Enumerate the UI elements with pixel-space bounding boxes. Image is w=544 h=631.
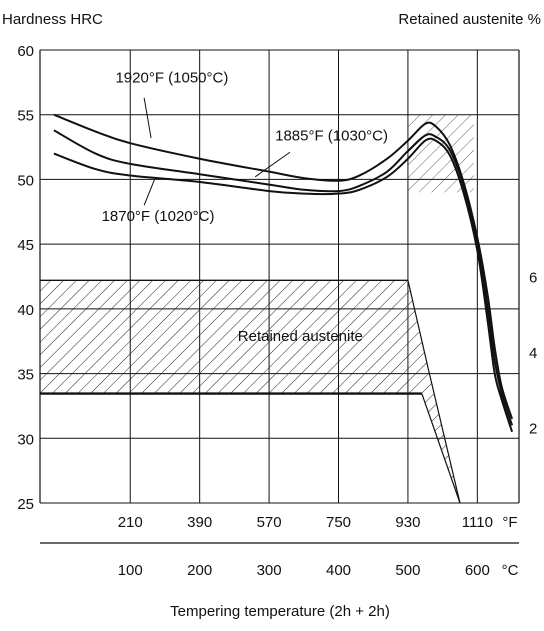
- c-unit-label: °C: [502, 562, 519, 579]
- x-tick-label-f: 390: [187, 514, 212, 531]
- left-axis-title: Hardness HRC: [2, 11, 103, 28]
- annotation-label: 1920°F (1050°C): [115, 69, 228, 86]
- x-tick-label-c: 600: [465, 562, 490, 579]
- x-tick-label-f: 1110: [462, 514, 493, 531]
- y-tick-label: 35: [17, 367, 34, 384]
- y-tick-label: 60: [17, 43, 34, 60]
- x-tick-labels-fahrenheit: 210 390 570 750 930 1110: [118, 514, 493, 531]
- x-tick-label-c: 400: [326, 562, 351, 579]
- retained-austenite-band: [40, 280, 460, 503]
- x-tick-label-c: 100: [118, 562, 143, 579]
- annotation-leader: [254, 151, 291, 178]
- x-tick-label-f: 210: [118, 514, 143, 531]
- annotation-label: 1885°F (1030°C): [275, 128, 388, 145]
- y-tick-label: 25: [17, 496, 34, 513]
- right-tick-label: 6: [529, 270, 537, 287]
- y-tick-label: 55: [17, 108, 34, 125]
- y-tick-label: 45: [17, 237, 34, 254]
- x-axis-title: Tempering temperature (2h + 2h): [170, 603, 390, 620]
- x-tick-labels-celsius: 100 200 300 400 500 600: [118, 562, 490, 579]
- right-axis-title: Retained austenite %: [398, 11, 541, 28]
- annotation-leader: [143, 97, 152, 139]
- series-line-2: [53, 137, 514, 433]
- band-lower-curve: [421, 393, 461, 504]
- annotation-label: Retained austenite: [238, 328, 363, 345]
- series-line-1: [53, 129, 514, 426]
- x-tick-label-c: 300: [257, 562, 282, 579]
- y-tick-label: 40: [17, 302, 34, 319]
- x-tick-label-f: 930: [395, 514, 420, 531]
- y-tick-label: 50: [17, 172, 34, 189]
- x-tick-label-c: 500: [395, 562, 420, 579]
- annotation-leader: [143, 179, 156, 206]
- y-tick-label: 30: [17, 431, 34, 448]
- x-tick-label-f: 570: [257, 514, 282, 531]
- series-lines: [53, 113, 514, 433]
- right-tick-label: 2: [529, 421, 537, 438]
- annotation-label: 1870°F (1020°C): [102, 208, 215, 225]
- f-unit-label: °F: [502, 514, 517, 531]
- annotations: 1920°F (1050°C) 1885°F (1030°C) 1870°F (10…: [102, 69, 388, 345]
- x-tick-label-f: 750: [326, 514, 351, 531]
- series-line-0: [53, 113, 514, 420]
- right-tick-labels: 6 4 2: [529, 270, 537, 438]
- y-tick-labels: 60 55 50 45 40 35 30 25: [17, 43, 34, 513]
- x-tick-label-c: 200: [187, 562, 212, 579]
- band-upper-curve: [407, 280, 461, 504]
- right-tick-label: 4: [529, 345, 537, 362]
- hatched-regions: [40, 114, 474, 504]
